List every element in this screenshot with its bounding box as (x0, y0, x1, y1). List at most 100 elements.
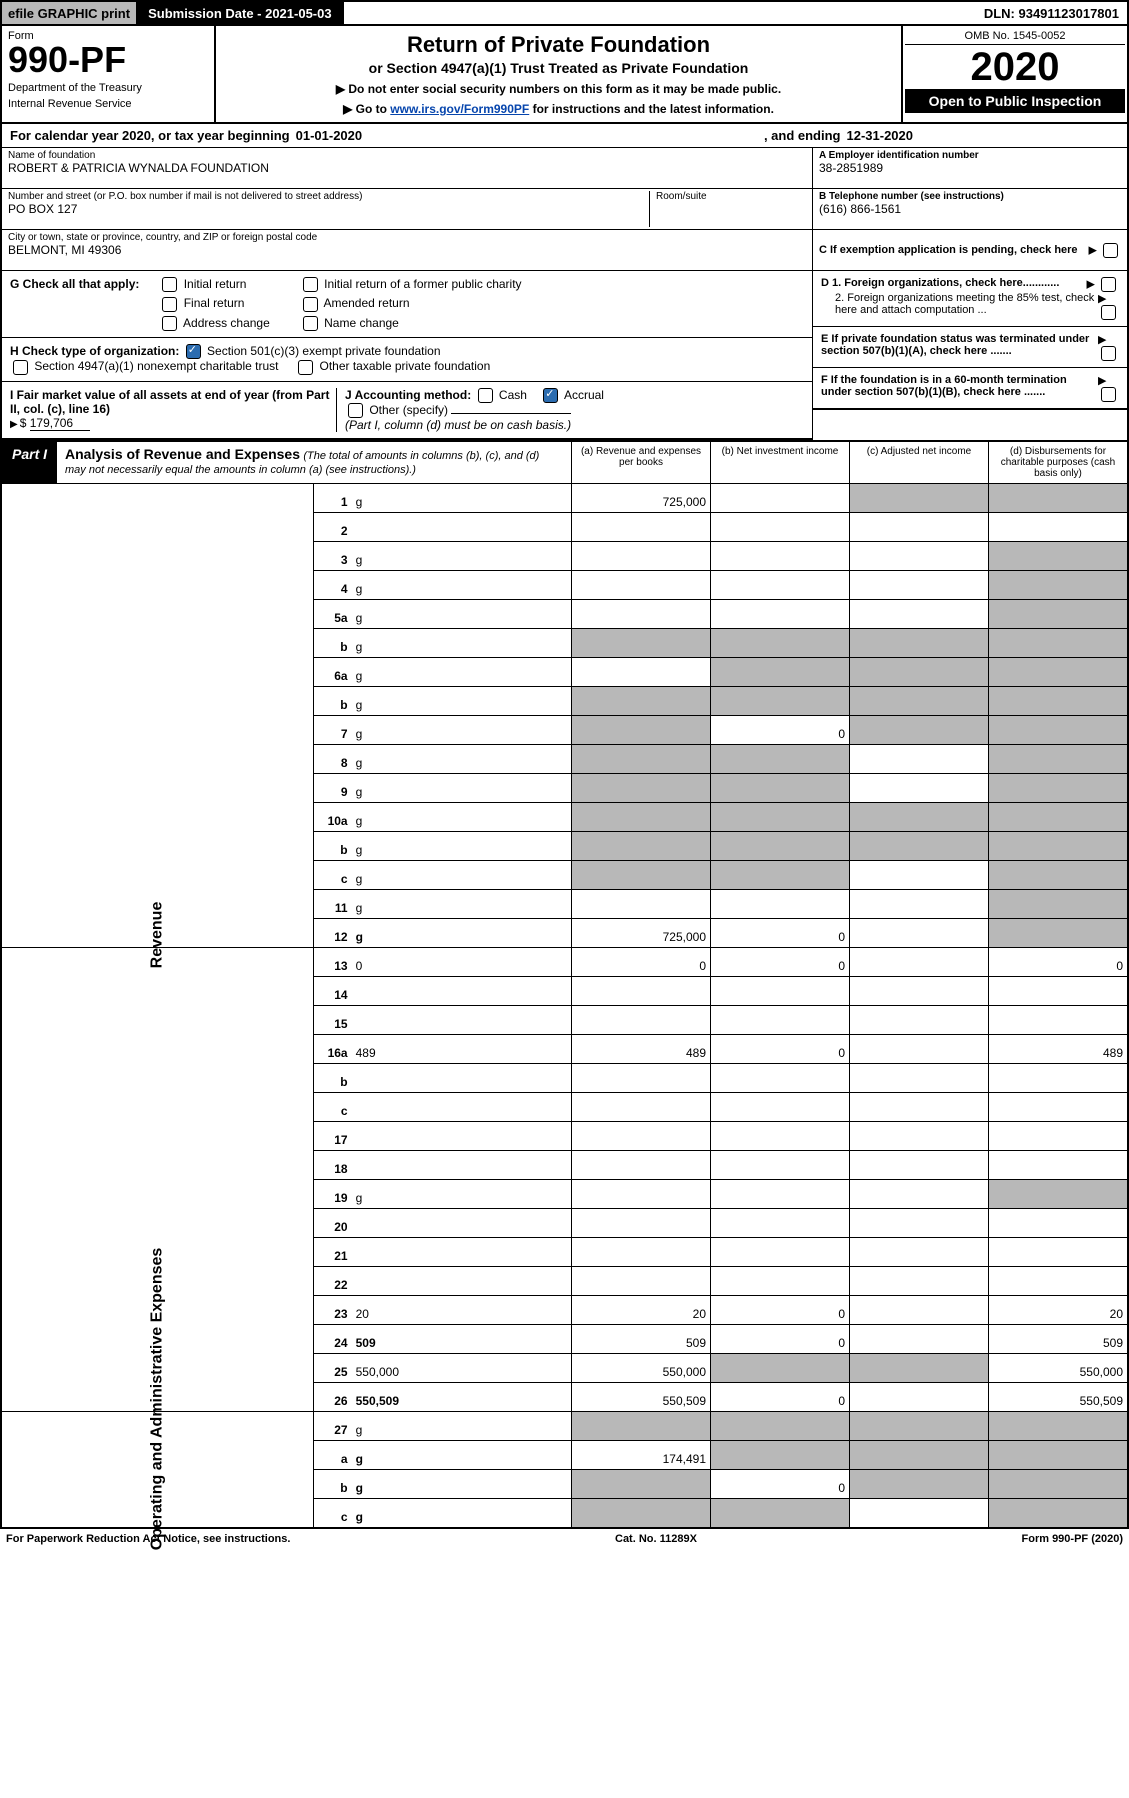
line-desc: 489 (352, 1035, 572, 1064)
line-desc: g (352, 1499, 572, 1528)
cell-grey (711, 1441, 850, 1470)
cell-value (850, 600, 989, 629)
cell-value (711, 1209, 850, 1238)
cell-grey (850, 658, 989, 687)
cell-value (850, 948, 989, 977)
line-desc (352, 1151, 572, 1180)
cbox-address-change[interactable] (162, 316, 177, 331)
cell-value (850, 919, 989, 948)
h-label: H Check type of organization: (10, 344, 179, 358)
goto-pre: ▶ Go to (343, 102, 390, 116)
line-number: 14 (313, 977, 352, 1006)
cell-grey (989, 571, 1129, 600)
cell-value (572, 1064, 711, 1093)
cell-grey (850, 716, 989, 745)
phone-row: B Telephone number (see instructions) (6… (813, 189, 1127, 230)
cell-value (850, 1035, 989, 1064)
line-number: b (313, 1064, 352, 1093)
name-row: Name of foundation ROBERT & PATRICIA WYN… (2, 148, 812, 189)
cell-value (572, 1093, 711, 1122)
cbox-4947a1[interactable] (13, 360, 28, 375)
cell-grey (989, 1499, 1129, 1528)
cbox-final-return[interactable] (162, 297, 177, 312)
cell-grey (711, 658, 850, 687)
cell-value (850, 774, 989, 803)
cbox-cash[interactable] (478, 388, 493, 403)
cbox-name-change[interactable] (303, 316, 318, 331)
cell-value (572, 1122, 711, 1151)
j-cash: Cash (499, 388, 527, 402)
cell-value: 0 (572, 948, 711, 977)
part1-label: Part I (2, 442, 57, 483)
f-label: F If the foundation is in a 60-month ter… (821, 374, 1067, 398)
foundation-name: ROBERT & PATRICIA WYNALDA FOUNDATION (8, 161, 806, 175)
cell-value (711, 1064, 850, 1093)
line-number: c (313, 861, 352, 890)
cell-value (572, 1151, 711, 1180)
line-desc (352, 513, 572, 542)
cell-value (850, 1383, 989, 1412)
exemption-checkbox[interactable] (1103, 243, 1118, 258)
e-label: E If private foundation status was termi… (821, 333, 1089, 357)
cbox-other-method[interactable] (348, 403, 363, 418)
cbox-d1[interactable] (1101, 277, 1116, 292)
line-desc: 0 (352, 948, 572, 977)
line-number: a (313, 1441, 352, 1470)
g-opt-amended: Amended return (300, 296, 522, 311)
cbox-initial-return[interactable] (162, 277, 177, 292)
tax-year: 2020 (905, 45, 1125, 89)
efile-print-label[interactable]: efile GRAPHIC print (2, 2, 138, 24)
cbox-d2[interactable] (1101, 305, 1116, 320)
cell-grey (989, 890, 1129, 919)
cbox-other-taxable[interactable] (298, 360, 313, 375)
cbox-accrual[interactable] (543, 388, 558, 403)
line-desc: g (352, 1441, 572, 1470)
col-b-header: (b) Net investment income (710, 442, 849, 483)
irs-link[interactable]: www.irs.gov/Form990PF (390, 102, 529, 116)
city-value: BELMONT, MI 49306 (8, 243, 806, 257)
cbox-501c3[interactable] (186, 344, 201, 359)
cell-value: 725,000 (572, 484, 711, 513)
line-desc (352, 1006, 572, 1035)
cbox-initial-former[interactable] (303, 277, 318, 292)
line-number: 12 (313, 919, 352, 948)
cell-value (850, 1325, 989, 1354)
calendar-year-row: For calendar year 2020, or tax year begi… (0, 124, 1129, 148)
cell-value: 0 (711, 1383, 850, 1412)
cell-value (850, 1122, 989, 1151)
cell-value (711, 1006, 850, 1035)
cell-grey (711, 687, 850, 716)
cell-value (572, 542, 711, 571)
cell-value (989, 1151, 1129, 1180)
cell-value (572, 571, 711, 600)
col-c-header: (c) Adjusted net income (849, 442, 988, 483)
cell-value: 0 (711, 1035, 850, 1064)
cell-grey (989, 919, 1129, 948)
cell-value (711, 890, 850, 919)
e-arrow: ▶ (1098, 333, 1119, 361)
cell-value (850, 1296, 989, 1325)
line-desc: g (352, 890, 572, 919)
line-number: 1 (313, 484, 352, 513)
dln-label: DLN: 93491123017801 (976, 2, 1127, 24)
cbox-amended-return[interactable] (303, 297, 318, 312)
line-number: 3 (313, 542, 352, 571)
line-number: 19 (313, 1180, 352, 1209)
calyr-text1: For calendar year 2020, or tax year begi… (10, 128, 290, 143)
form-header: Form 990-PF Department of the Treasury I… (0, 26, 1129, 124)
cell-value (850, 571, 989, 600)
cell-value: 550,000 (572, 1354, 711, 1383)
g-opt-name: Name change (300, 316, 522, 331)
line-desc: 550,509 (352, 1383, 572, 1412)
cell-grey (572, 1499, 711, 1528)
cell-grey (572, 774, 711, 803)
ssn-note: ▶ Do not enter social security numbers o… (222, 82, 895, 96)
cell-value (850, 977, 989, 1006)
line-desc: g (352, 1412, 572, 1441)
cell-value: 20 (989, 1296, 1129, 1325)
cell-value (711, 600, 850, 629)
d2-arrow: ▶ (1098, 292, 1119, 320)
cbox-f[interactable] (1101, 387, 1116, 402)
cbox-e[interactable] (1101, 346, 1116, 361)
line-number: c (313, 1093, 352, 1122)
